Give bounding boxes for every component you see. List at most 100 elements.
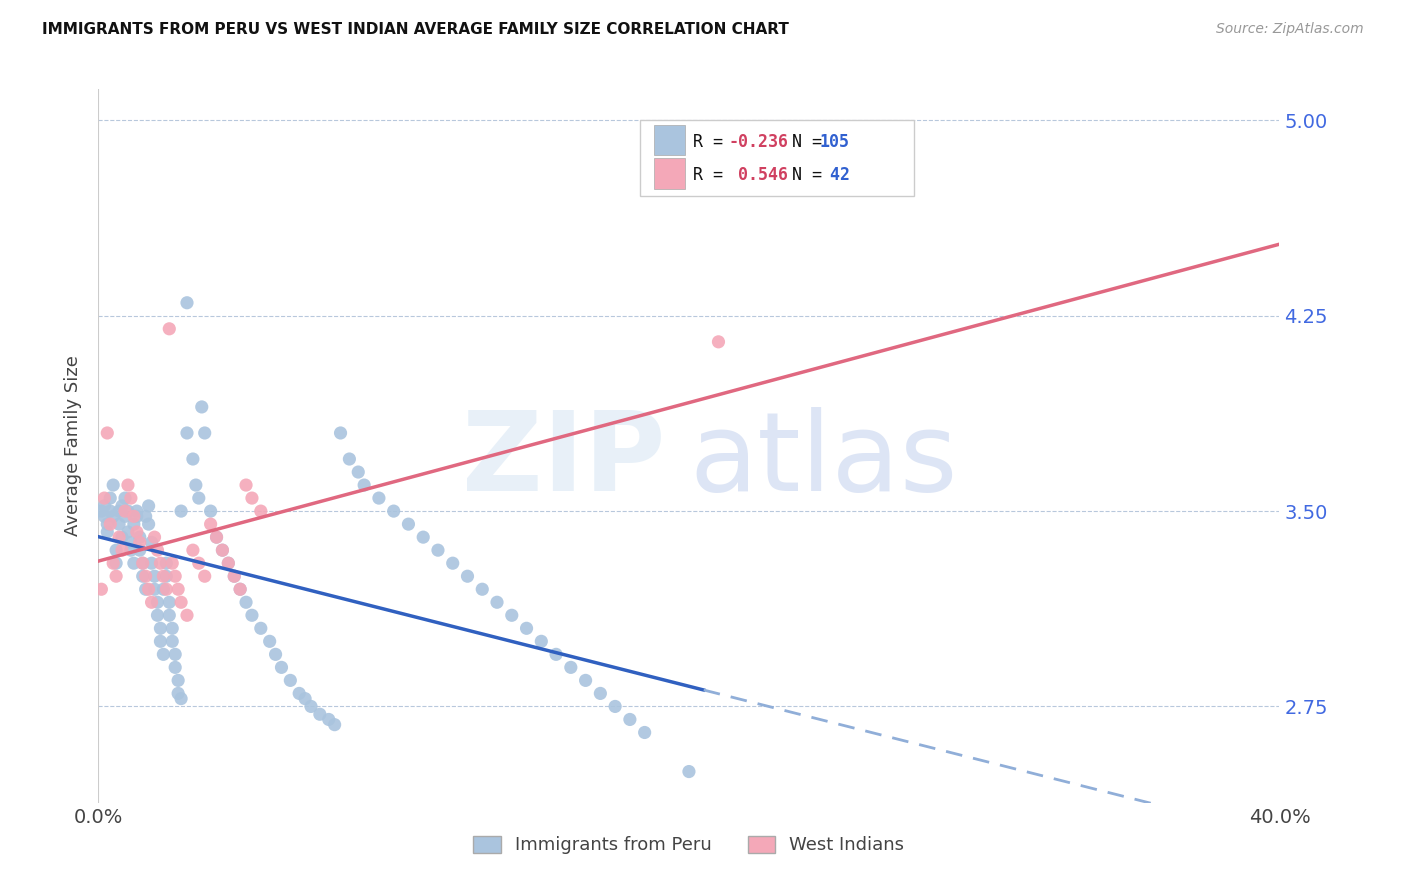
Point <box>250 504 273 518</box>
Point <box>111 543 134 558</box>
Point <box>105 569 128 583</box>
Point <box>382 504 405 518</box>
Point <box>217 556 239 570</box>
Point <box>108 530 131 544</box>
Point <box>707 334 730 349</box>
Point <box>501 608 523 623</box>
Point <box>103 509 125 524</box>
Point <box>146 543 169 558</box>
Point <box>224 569 246 583</box>
Point <box>323 717 346 731</box>
Point <box>176 608 198 623</box>
Text: atlas: atlas <box>689 407 957 514</box>
Point <box>155 569 177 583</box>
Point <box>138 499 160 513</box>
Point <box>152 648 174 662</box>
Point <box>111 530 134 544</box>
Point <box>120 543 142 558</box>
Point <box>471 582 494 597</box>
Point <box>184 478 207 492</box>
Point <box>143 569 166 583</box>
Point <box>90 504 112 518</box>
Point <box>235 478 257 492</box>
Point <box>530 634 553 648</box>
Point <box>117 504 139 518</box>
Point <box>165 660 187 674</box>
Point <box>114 509 136 524</box>
Point <box>155 582 177 597</box>
Point <box>125 504 148 518</box>
Point <box>96 524 118 539</box>
Point <box>353 478 375 492</box>
Point <box>90 582 112 597</box>
Point <box>441 556 464 570</box>
Y-axis label: Average Family Size: Average Family Size <box>65 356 83 536</box>
Point <box>138 517 160 532</box>
Point <box>149 621 172 635</box>
Point <box>224 569 246 583</box>
Point <box>98 491 121 505</box>
Point <box>98 504 121 518</box>
Point <box>105 556 128 570</box>
Point <box>398 517 420 532</box>
Point <box>270 660 292 674</box>
Point <box>125 524 148 539</box>
Point <box>111 499 134 513</box>
Point <box>176 295 198 310</box>
Point <box>205 530 228 544</box>
Point <box>135 509 157 524</box>
Point <box>120 491 142 505</box>
Point <box>605 699 627 714</box>
Point <box>146 608 169 623</box>
Point <box>138 582 160 597</box>
Point <box>368 491 391 505</box>
Point <box>122 509 145 524</box>
Point <box>135 569 157 583</box>
Text: IMMIGRANTS FROM PERU VS WEST INDIAN AVERAGE FAMILY SIZE CORRELATION CHART: IMMIGRANTS FROM PERU VS WEST INDIAN AVER… <box>42 22 789 37</box>
Point <box>280 673 302 688</box>
Point <box>294 691 316 706</box>
Point <box>560 660 582 674</box>
Point <box>141 595 163 609</box>
Point <box>205 530 228 544</box>
Point <box>120 535 142 549</box>
Point <box>141 535 163 549</box>
Point <box>132 556 155 570</box>
Point <box>96 517 118 532</box>
Point <box>194 425 217 440</box>
Point <box>143 582 166 597</box>
Legend: Immigrants from Peru, West Indians: Immigrants from Peru, West Indians <box>467 829 911 862</box>
Point <box>125 509 148 524</box>
Point <box>589 686 612 700</box>
Text: N =: N = <box>792 133 831 151</box>
Point <box>122 556 145 570</box>
Text: Source: ZipAtlas.com: Source: ZipAtlas.com <box>1216 22 1364 37</box>
Point <box>200 517 222 532</box>
Point <box>427 543 450 558</box>
Point <box>229 582 252 597</box>
Point <box>347 465 370 479</box>
Point <box>191 400 214 414</box>
Point <box>117 524 139 539</box>
Point <box>135 582 157 597</box>
Point <box>457 569 479 583</box>
Point <box>103 556 125 570</box>
Point <box>108 517 131 532</box>
Point <box>288 686 311 700</box>
Point <box>149 634 172 648</box>
Point <box>132 569 155 583</box>
Point <box>235 595 257 609</box>
Point <box>187 491 209 505</box>
Point <box>152 582 174 597</box>
Point <box>114 504 136 518</box>
Point <box>167 582 190 597</box>
Point <box>229 582 252 597</box>
Text: 42: 42 <box>820 166 849 184</box>
Point <box>575 673 598 688</box>
Point <box>309 707 332 722</box>
Point <box>165 648 187 662</box>
Point <box>108 504 131 518</box>
Point <box>200 504 222 518</box>
Point <box>194 569 217 583</box>
Point <box>250 621 273 635</box>
